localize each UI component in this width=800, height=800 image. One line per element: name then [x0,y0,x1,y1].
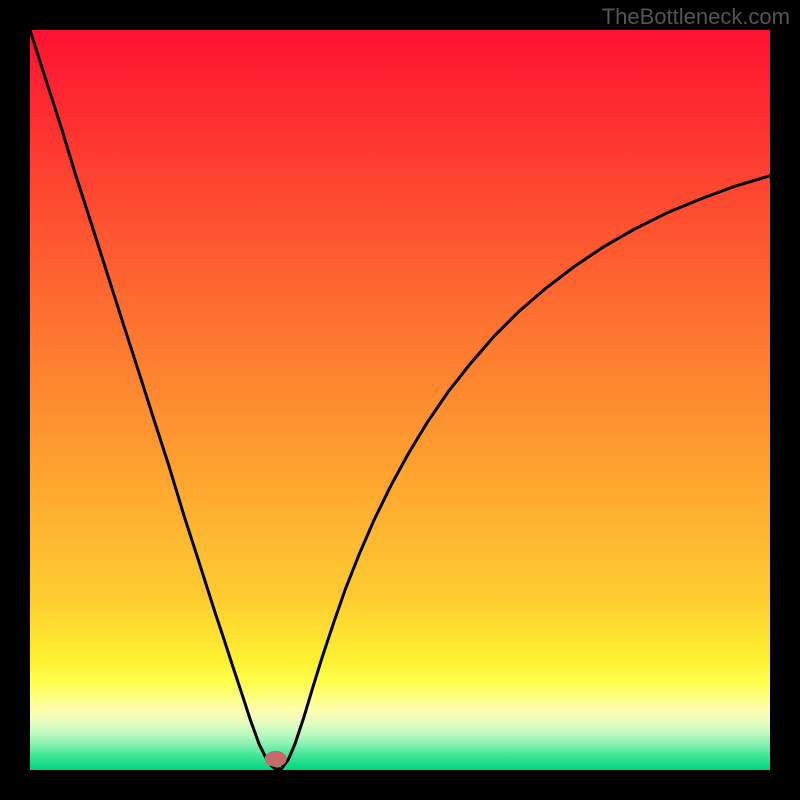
chart-container: TheBottleneck.com [0,0,800,800]
chart-svg [30,30,770,770]
chart-background [30,30,770,770]
watermark-text: TheBottleneck.com [602,4,790,30]
plot-area [30,30,770,770]
optimum-marker [265,751,287,767]
